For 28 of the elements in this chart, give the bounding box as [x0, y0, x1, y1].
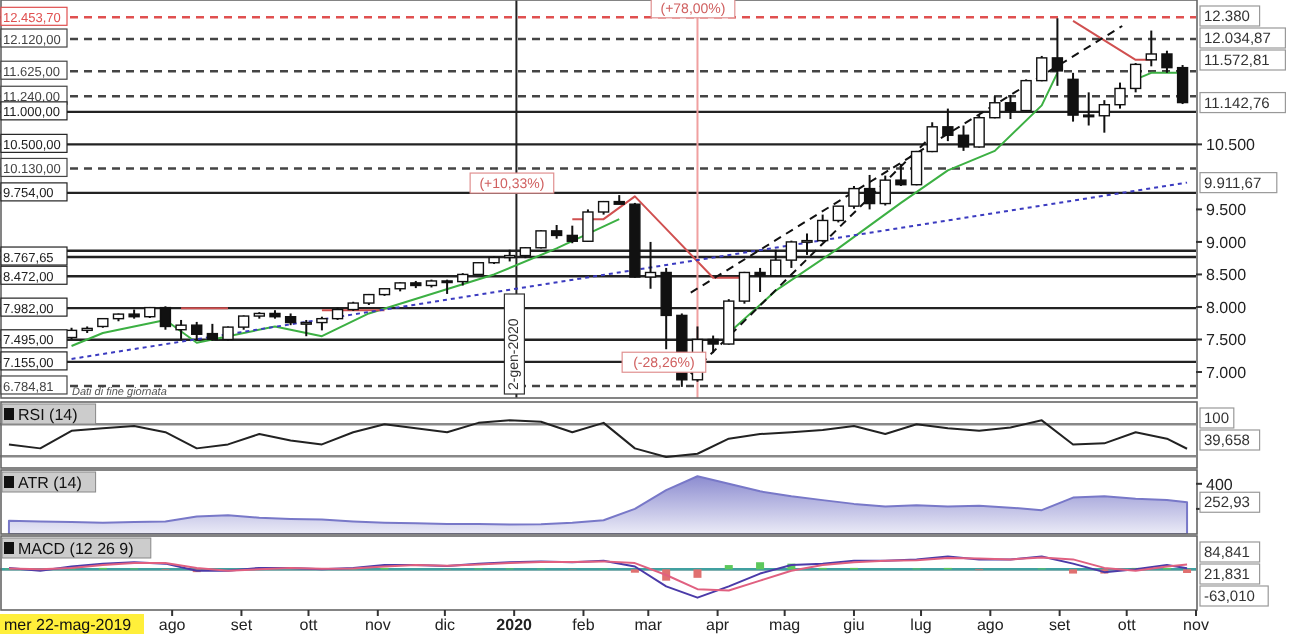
- y-tick-label: 8.000: [1206, 298, 1248, 317]
- x-tick-label: nov: [1183, 616, 1209, 634]
- x-tick-label: 2020: [496, 616, 534, 634]
- x-tick-label: ago: [158, 616, 187, 634]
- x-axis-title: mer 22-mag-2019: [4, 616, 133, 634]
- y-tick-label: 7.500: [1206, 331, 1248, 350]
- y-tick-label: 7.000: [1206, 363, 1248, 382]
- y-tick-label: 9.000: [1206, 233, 1248, 252]
- y-tick-label: 8.500: [1206, 266, 1248, 285]
- x-tick-label: set: [230, 616, 254, 634]
- chart-title: ATR (14): [18, 474, 83, 492]
- x-tick-label: dic: [434, 616, 456, 634]
- x-tick-label: giu: [843, 616, 865, 634]
- chart-title: MACD (12 26 9): [18, 540, 135, 558]
- x-tick-label: nov: [364, 616, 391, 634]
- x-tick-label: set: [1048, 616, 1072, 634]
- x-tick-label: feb: [572, 616, 596, 634]
- y-tick-label: 400: [1206, 475, 1234, 494]
- y-tick-label: 9.500: [1206, 201, 1248, 220]
- x-tick-label: ott: [1117, 616, 1138, 634]
- x-tick-label: ott: [299, 616, 319, 634]
- x-tick-label: mar: [634, 616, 663, 634]
- x-tick-label: lug: [910, 616, 932, 634]
- x-tick-label: apr: [706, 616, 730, 634]
- y-tick-label: 10.500: [1206, 136, 1257, 155]
- x-tick-label: ago: [976, 616, 1005, 634]
- x-tick-label: mag: [769, 616, 801, 634]
- chart-title: RSI (14): [18, 406, 79, 424]
